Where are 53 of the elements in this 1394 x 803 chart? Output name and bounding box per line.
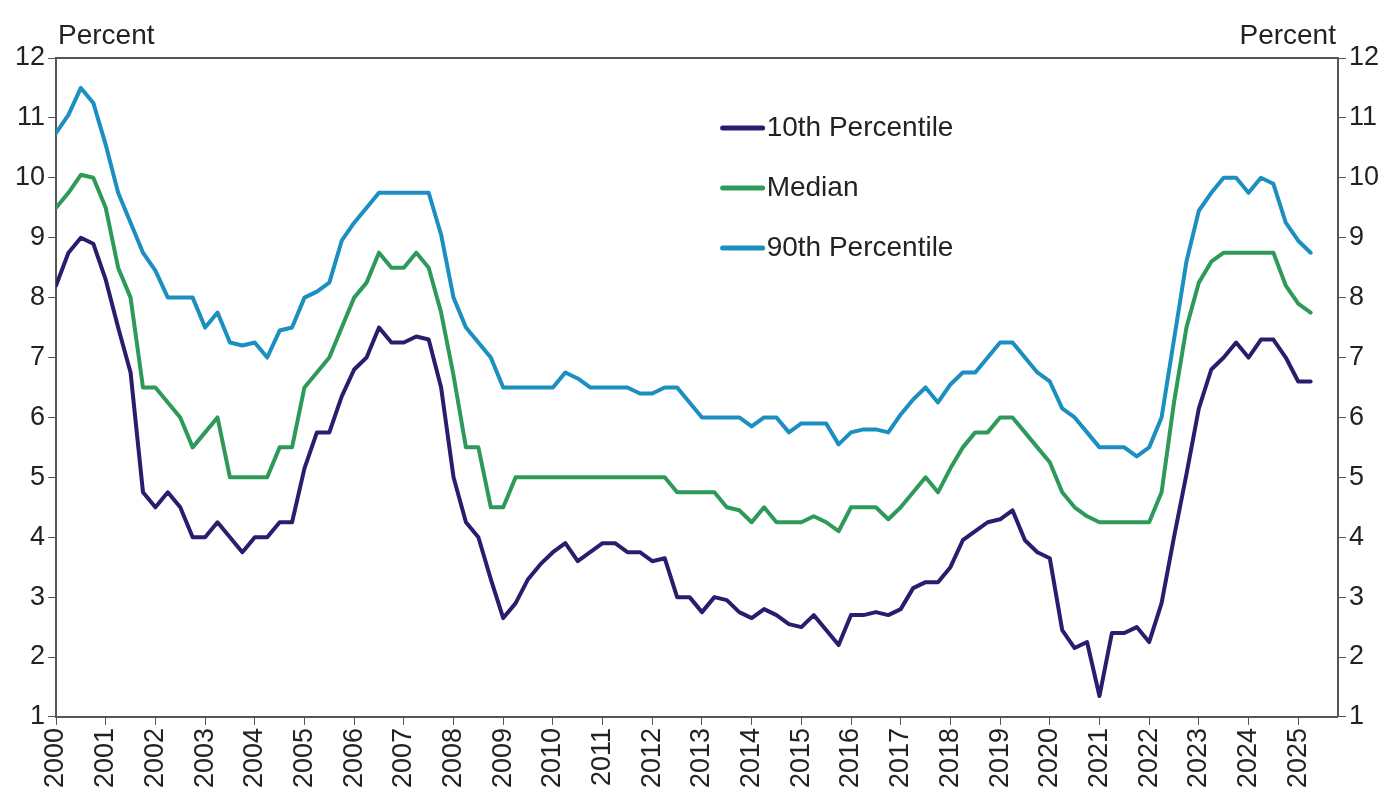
x-tick-label: 2010 — [536, 727, 567, 789]
y-tick-label: 5 — [30, 460, 46, 491]
x-tick-label: 2024 — [1231, 727, 1262, 789]
y-axis-title: Percent — [58, 18, 155, 50]
y2-tick-label: 11 — [1348, 101, 1377, 132]
y-tick-label: 3 — [30, 580, 46, 611]
x-tick-label: 2017 — [884, 727, 915, 789]
legend-label: Median — [766, 170, 859, 202]
y2-tick-label: 2 — [1348, 640, 1364, 671]
x-tick-label: 2009 — [486, 727, 517, 789]
y2-tick-label: 7 — [1348, 340, 1364, 371]
y-tick-label: 9 — [30, 221, 46, 252]
y-tick-label: 2 — [30, 640, 46, 671]
x-tick-label: 2001 — [89, 727, 120, 789]
y2-tick-label: 3 — [1348, 580, 1364, 611]
legend-label: 90th Percentile — [766, 230, 954, 262]
x-tick-label: 2016 — [834, 727, 865, 789]
y2-tick-label: 4 — [1348, 520, 1364, 551]
x-tick-label: 2003 — [188, 727, 219, 789]
x-tick-label: 2008 — [436, 727, 467, 789]
y-tick-label: 8 — [30, 281, 46, 312]
x-tick-label: 2021 — [1082, 727, 1113, 789]
y2-tick-label: 10 — [1348, 161, 1380, 192]
y-tick-label: 10 — [14, 161, 46, 192]
x-tick-label: 2011 — [586, 727, 617, 786]
y2-axis-title: Percent — [1239, 18, 1337, 50]
x-tick-label: 2022 — [1132, 727, 1163, 789]
x-tick-label: 2020 — [1033, 727, 1064, 789]
y2-tick-label: 5 — [1348, 460, 1364, 491]
y2-tick-label: 12 — [1348, 41, 1380, 72]
y2-tick-label: 9 — [1348, 221, 1364, 252]
legend-label: 10th Percentile — [766, 110, 954, 142]
x-tick-label: 2007 — [387, 727, 418, 789]
y-tick-label: 11 — [17, 101, 46, 132]
x-tick-label: 2006 — [337, 727, 368, 789]
x-tick-label: 2002 — [138, 727, 169, 789]
x-tick-label: 2012 — [635, 727, 666, 789]
x-tick-label: 2015 — [784, 727, 815, 789]
y-tick-label: 6 — [30, 400, 46, 431]
y2-tick-label: 6 — [1348, 400, 1364, 431]
y-tick-label: 4 — [30, 520, 46, 551]
x-tick-label: 2013 — [685, 727, 716, 789]
x-tick-label: 2018 — [933, 727, 964, 789]
x-tick-label: 2025 — [1281, 727, 1312, 789]
x-tick-label: 2023 — [1182, 727, 1213, 789]
x-tick-label: 2014 — [735, 727, 766, 789]
y2-tick-label: 1 — [1348, 700, 1364, 731]
y2-tick-label: 8 — [1348, 281, 1364, 312]
y-tick-label: 12 — [14, 41, 46, 72]
x-tick-label: 2019 — [983, 727, 1014, 789]
x-tick-label: 2005 — [287, 727, 318, 789]
y-tick-label: 7 — [30, 340, 46, 371]
x-tick-label: 2004 — [238, 727, 269, 789]
